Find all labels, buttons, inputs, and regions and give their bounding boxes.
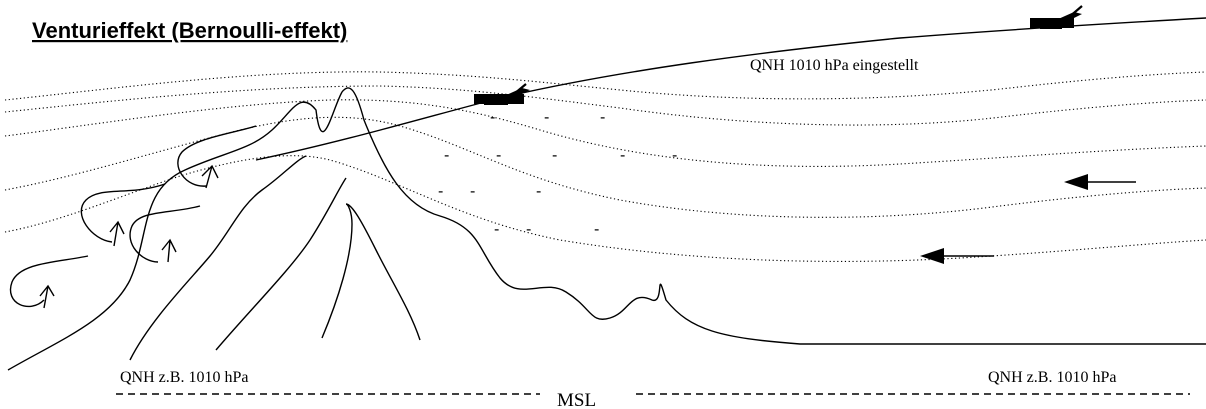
ridge-inner-3 [321,203,421,341]
low-pressure-mark: - [438,183,443,200]
arrow-left-icon [1064,174,1136,190]
low-pressure-mark: - [672,147,677,164]
arrow-up-icon [39,284,55,309]
arrow-up-icon [109,220,125,247]
low-pressure-mark: - [526,221,531,238]
streamline-2 [4,85,1206,126]
eddy-2 [80,183,166,243]
arrow-up-icon [161,238,177,263]
qnh-left-label: QNH z.B. 1010 hPa [120,369,248,386]
low-pressure-mark: - [444,147,449,164]
low-pressure-mark: - [496,147,501,164]
ridge-inner-2 [215,177,347,351]
low-pressure-mark: - [594,221,599,238]
arrow-left-icon [920,248,994,264]
low-pressure-marks: - - - - - - - - - - - - - - [438,109,677,238]
eddy-3 [129,205,201,263]
low-pressure-mark: - [552,147,557,164]
streamlines [4,71,1206,262]
low-pressure-mark: - [600,109,605,126]
ridge-inner-1 [129,155,307,361]
arrow-up-icon [201,164,219,189]
low-pressure-mark: - [490,109,495,126]
qnh-set-label: QNH 1010 hPa eingestellt [750,57,919,74]
streamline-4 [4,116,1206,218]
streamline-1 [4,71,1206,101]
diagram-title: Venturieffekt (Bernoulli-effekt) [32,18,347,43]
eddy-1 [9,255,89,308]
mountain [7,87,1206,371]
low-pressure-mark: - [494,221,499,238]
eddies [9,125,257,309]
low-pressure-mark: - [470,183,475,200]
msl-label: MSL [557,390,596,409]
aircraft-icon [1030,5,1083,29]
low-pressure-mark: - [620,147,625,164]
aircraft-icon [474,83,530,105]
low-pressure-mark: - [544,109,549,126]
qnh-right-label: QNH z.B. 1010 hPa [988,369,1116,386]
mountain-outline [7,87,1206,371]
eddy-4 [177,125,257,187]
low-pressure-mark: - [536,183,541,200]
flight-path [255,17,1206,161]
streamline-3 [4,99,1206,167]
